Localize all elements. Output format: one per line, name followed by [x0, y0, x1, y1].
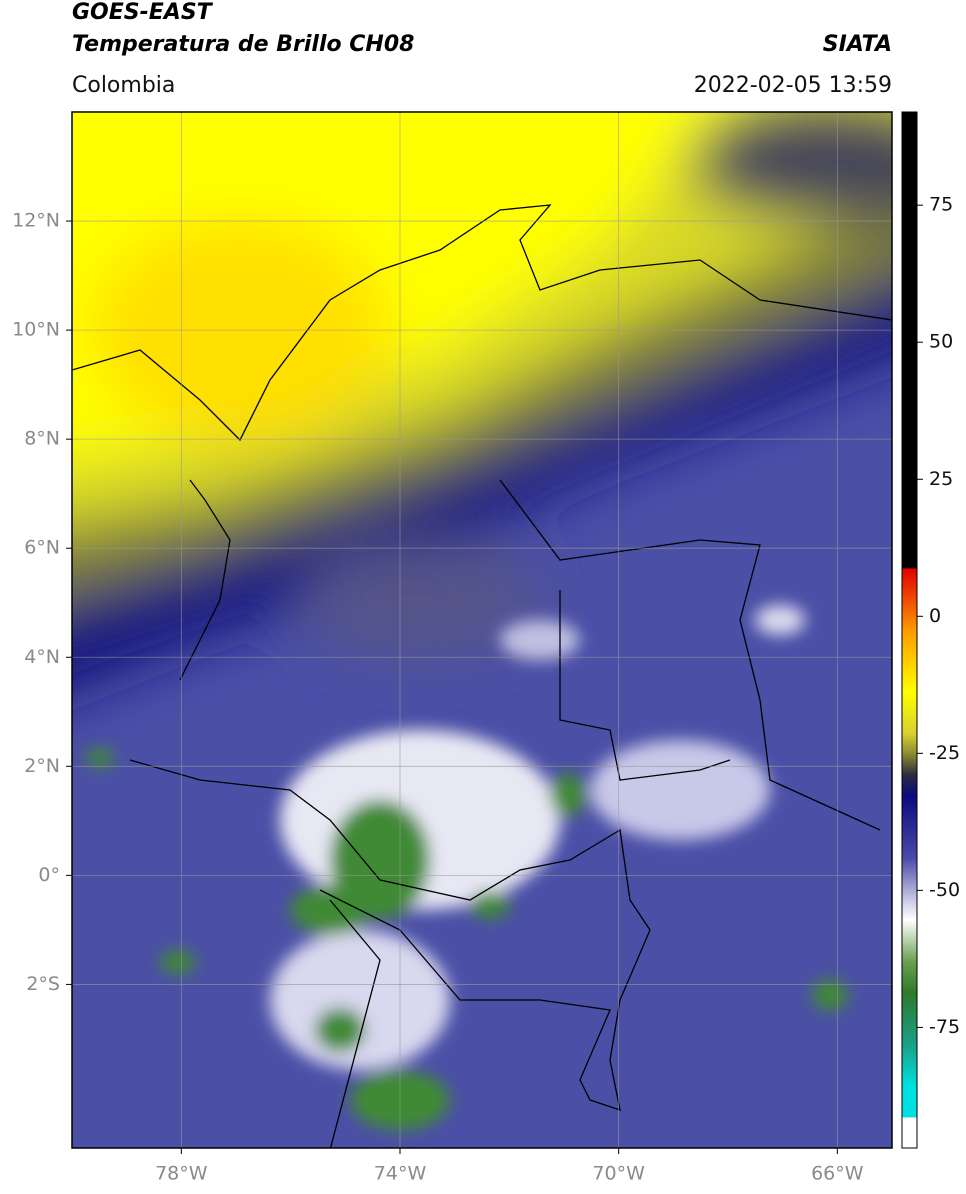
x-tick-label: 66°W [811, 1163, 864, 1185]
y-tick-label: 6°N [24, 537, 60, 559]
colorbar-label: -75 [929, 1016, 960, 1038]
source: SIATA [823, 32, 892, 57]
colorbar-label: 0 [929, 605, 941, 627]
y-tick-label: 8°N [24, 428, 60, 450]
satellite-image [72, 112, 892, 1148]
y-tick-label: 10°N [12, 319, 60, 341]
region: Colombia [72, 73, 175, 98]
y-tick-label: 2°S [26, 973, 60, 995]
datetime: 2022-02-05 13:59 [694, 73, 892, 98]
subtitle: Temperatura de Brillo CH08 [72, 32, 414, 57]
y-tick-label: 4°N [24, 646, 60, 668]
y-tick-label: 12°N [12, 210, 60, 232]
y-tick-label: 0° [38, 864, 60, 886]
x-tick-label: 78°W [155, 1163, 208, 1185]
colorbar-label: 25 [929, 468, 953, 490]
colorbar [901, 111, 918, 1149]
y-tick-label: 2°N [24, 755, 60, 777]
x-tick-label: 74°W [374, 1163, 427, 1185]
colorbar-label: -25 [929, 742, 960, 764]
x-tick-label: 70°W [592, 1163, 645, 1185]
colorbar-label: 50 [929, 331, 953, 353]
colorbar-label: 75 [929, 194, 953, 216]
colorbar-label: -50 [929, 879, 960, 901]
map-frame [71, 111, 893, 1149]
title: GOES-EAST [72, 0, 214, 25]
